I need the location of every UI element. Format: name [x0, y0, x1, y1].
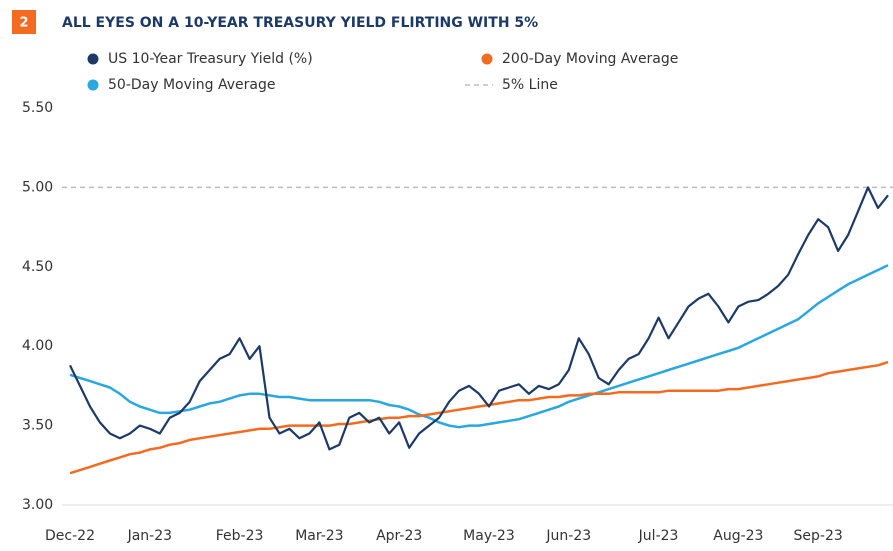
badge-box: [12, 10, 36, 34]
legend-label: US 10-Year Treasury Yield (%): [108, 51, 313, 67]
y-tick-label: 3.50: [22, 418, 53, 434]
legend-label: 5% Line: [502, 77, 558, 93]
chart-title: ALL EYES ON A 10-YEAR TREASURY YIELD FLI…: [62, 15, 538, 31]
legend-label: 200-Day Moving Average: [502, 51, 678, 67]
x-tick-label: Apr-23: [376, 528, 422, 544]
y-tick-label: 3.00: [22, 497, 53, 513]
x-tick-label: Sep-23: [794, 528, 843, 544]
x-tick-label: Feb-23: [216, 528, 264, 544]
series-line: [69, 186, 889, 451]
x-tick-label: Mar-23: [295, 528, 343, 544]
y-tick-label: 5.50: [22, 100, 53, 116]
x-tick-label: Dec-22: [45, 528, 95, 544]
legend-marker: [481, 53, 493, 65]
legend-label: 50-Day Moving Average: [108, 77, 275, 93]
x-tick-label: Aug-23: [713, 528, 763, 544]
y-tick-label: 4.00: [22, 338, 53, 354]
y-tick-label: 5.00: [22, 179, 53, 195]
series-line: [69, 360, 889, 475]
y-tick-label: 4.50: [22, 259, 53, 275]
x-tick-label: Jun-23: [545, 528, 591, 544]
series-line: [69, 264, 889, 429]
x-tick-label: May-23: [463, 528, 515, 544]
legend-marker: [87, 53, 99, 65]
legend-marker: [87, 79, 99, 91]
badge: 2: [19, 16, 28, 31]
x-tick-label: Jul-23: [638, 528, 679, 544]
x-tick-label: Jan-23: [127, 528, 172, 544]
